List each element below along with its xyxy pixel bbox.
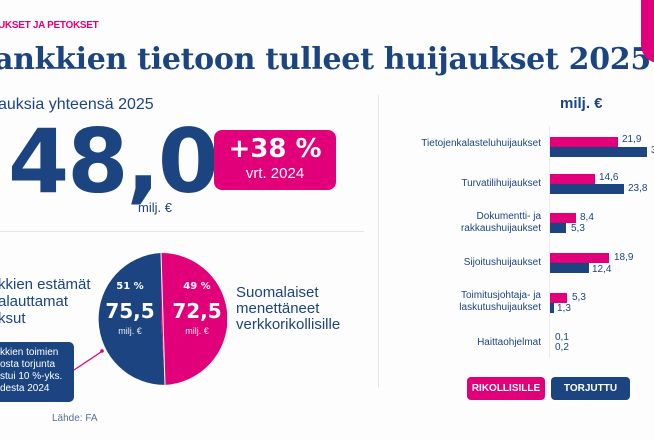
total-value: 48,0 [8, 110, 219, 213]
legend-blocked[interactable]: TORJUTTU [551, 377, 630, 400]
pie-left-label-line: kkien estämät [0, 276, 91, 293]
bar-blocked [550, 263, 589, 273]
pie-lost-unit: milj. € [185, 326, 209, 336]
pie-slice-lost [161, 253, 227, 385]
bar-category-label: Turvatilihuijaukset [461, 178, 541, 190]
pie-slice-blocked [98, 253, 165, 385]
bar-value-blocked: 23,8 [628, 183, 648, 194]
pie-label-lost: 49 % 72,5 milj. € [164, 281, 230, 336]
bar-category-label: Dokumentti- ja rakkaushuijaukset [461, 211, 541, 235]
bar-value-criminals: 14,6 [599, 172, 619, 183]
bar-value-blocked: 3 [651, 145, 654, 156]
corner-accent-decoration [641, 0, 654, 63]
pie-right-label-line: verkkorikollisille [236, 316, 341, 333]
source-note: Lähde: FA [52, 413, 98, 424]
change-percent: +38 % [228, 134, 322, 164]
bar-blocked [550, 223, 566, 233]
pie-blocked-unit: milj. € [118, 326, 142, 336]
section-kicker: UKSET JA PETOKSET [0, 20, 99, 31]
pie-right-label-line: menettäneet [236, 300, 320, 317]
bar-category-label: Tietojenkalasteluhuijaukset [421, 138, 541, 150]
bar-category-label-line: rakkaushuijaukset [460, 223, 541, 234]
total-subtitle: auksia yhteensä 2025 [0, 96, 154, 113]
bar-value-blocked: 12,4 [592, 264, 612, 275]
section-divider-vertical [378, 95, 379, 388]
bar-category-label-line: Tietojenkalasteluhuijaukset [421, 138, 541, 149]
bar-category-label: Toimitusjohtaja- ja laskutushuijaukset [459, 290, 541, 314]
bar-blocked [550, 184, 624, 194]
bar-category-label-line: Dokumentti- ja [476, 211, 541, 222]
bar-value-criminals: 18,9 [614, 252, 634, 263]
change-comparison: vrt. 2024 [245, 165, 305, 182]
pie-blocked-percent: 51 % [116, 281, 144, 292]
pie-right-label: Suomalaiset menettäneet verkkorikollisil… [236, 285, 340, 333]
pie-left-label-line: ksut [0, 310, 26, 327]
bar-category-label: Haittaohjelmat [477, 337, 541, 349]
callout-line: osta torjunta [0, 359, 56, 370]
bar-category-label: Sijoitushuijaukset [464, 257, 541, 269]
callout-line: stui 10 %-yks. [0, 371, 63, 382]
pie-left-label-line: alauttamat [0, 293, 69, 310]
total-unit: milj. € [138, 200, 172, 215]
bar-category-label-line: laskutushuijaukset [459, 302, 541, 313]
callout-box: kkien toimien osta torjunta stui 10 %-yk… [0, 342, 74, 402]
bar-criminals [550, 213, 576, 223]
pie-right-label-line: Suomalaiset [236, 284, 319, 301]
bar-value-blocked: 5,3 [571, 223, 585, 234]
bar-criminals [550, 174, 595, 184]
pie-lost-value: 72,5 [172, 299, 222, 323]
bar-value-criminals: 5,3 [572, 292, 586, 303]
callout-line: desta 2024 [0, 383, 50, 394]
bar-category-label-line: Haittaohjelmat [477, 337, 541, 348]
bar-value-blocked: 0,2 [555, 342, 569, 353]
bar-value-criminals: 21,9 [622, 134, 642, 145]
bar-category-label-line: Turvatilihuijaukset [461, 178, 541, 189]
bar-chart-axis [549, 126, 550, 358]
bar-value-blocked: 1,3 [557, 303, 571, 314]
bar-criminals [550, 293, 567, 303]
bar-value-criminals: 0,1 [555, 332, 569, 343]
pie-blocked-value: 75,5 [105, 299, 155, 323]
change-badge: +38 % vrt. 2024 [214, 130, 336, 190]
bar-blocked [550, 303, 554, 313]
legend-criminals[interactable]: RIKOLLISILLE [467, 377, 545, 400]
page-title: ankkien tietoon tulleet huijaukset 2025 [0, 42, 651, 77]
bar-value-criminals: 8,4 [580, 212, 594, 223]
pie-label-blocked: 51 % 75,5 milj. € [97, 281, 163, 336]
pie-left-label: kkien estämät alauttamat ksut [0, 276, 91, 327]
pie-lost-percent: 49 % [183, 281, 211, 292]
bar-category-label-line: Sijoitushuijaukset [463, 257, 541, 268]
section-divider-horizontal [0, 231, 364, 232]
pie-chart [98, 253, 227, 385]
bar-category-label-line: Toimitusjohtaja- ja [460, 290, 541, 301]
callout-line: kkien toimien [0, 347, 59, 358]
bar-chart-unit: milj. € [560, 95, 603, 112]
bar-criminals [550, 137, 618, 147]
bar-criminals [550, 253, 609, 263]
bar-blocked [550, 147, 647, 157]
